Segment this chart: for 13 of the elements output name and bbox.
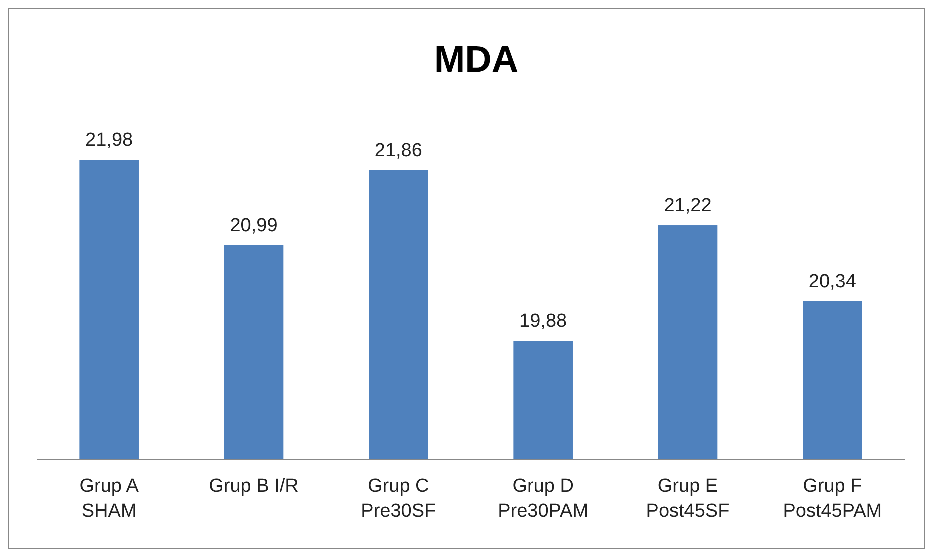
data-label: 19,88 — [520, 311, 568, 332]
x-tick-label: Grup F Post45PAM — [783, 476, 882, 522]
x-tick-label: Grup C Pre30SF — [361, 476, 436, 522]
data-label: 20,34 — [808, 271, 857, 292]
x-tick-label: Grup A SHAM — [80, 476, 140, 522]
data-label: 21,86 — [374, 140, 422, 162]
chart-title: MDA — [434, 39, 519, 80]
data-label: 21,22 — [664, 196, 712, 217]
x-tick-label: Grup E Post45SF — [646, 476, 730, 522]
data-label: 20,99 — [230, 215, 278, 236]
x-tick-label: Grup B I/R — [209, 476, 299, 497]
data-label: 21,98 — [86, 130, 134, 151]
x-tick-label: Grup D Pre30PAM — [498, 476, 589, 522]
